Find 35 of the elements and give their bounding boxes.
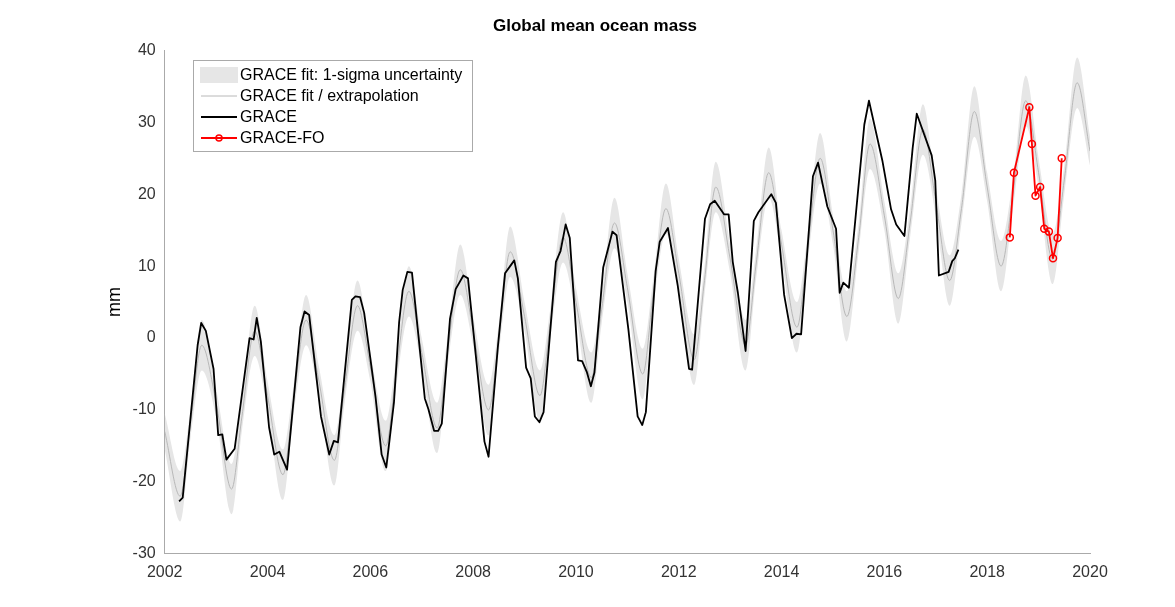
y-tick-label: 0 [146,328,156,346]
point [1053,233,1062,243]
x-tick-label: 2014 [763,562,800,580]
y-tick-label: 40 [137,40,156,58]
x-tick-label: 2006 [352,562,389,580]
y-tick-label: 10 [137,256,156,274]
y-tick-label: 20 [137,184,156,202]
y-tick-label: 30 [137,112,156,130]
y-tick-label: -10 [132,400,156,418]
point [1031,191,1040,200]
y-axis-title: mm [103,287,124,318]
y-tick-label: -30 [132,544,156,562]
x-tick-label: 2002 [146,562,183,580]
point [1035,182,1045,192]
y-tick-label: -20 [132,472,156,490]
point [1044,227,1054,236]
x-tick-label: 2020 [1072,562,1108,580]
legend-label: GRACE fit / extrapolation [240,86,419,106]
x-tick-label: 2018 [969,562,1006,580]
x-tick-label: 2016 [866,562,903,580]
point [1027,139,1037,149]
point [1025,102,1034,112]
point [1005,233,1015,242]
chart-title: Global mean ocean mass [492,15,698,35]
legend-label: GRACE-FO [240,128,325,148]
annotation: GRACE fit: 1-sigma uncertainty [240,65,463,85]
point [1048,253,1058,263]
point [1057,154,1066,163]
legend-label: GRACE [240,107,297,127]
point [1009,168,1019,177]
x-tick-label: 2012 [660,562,697,580]
x-tick-label: 2010 [558,562,594,580]
x-tick-label: 2008 [455,562,492,580]
point [1040,224,1049,233]
x-tick-label: 2004 [249,562,286,580]
